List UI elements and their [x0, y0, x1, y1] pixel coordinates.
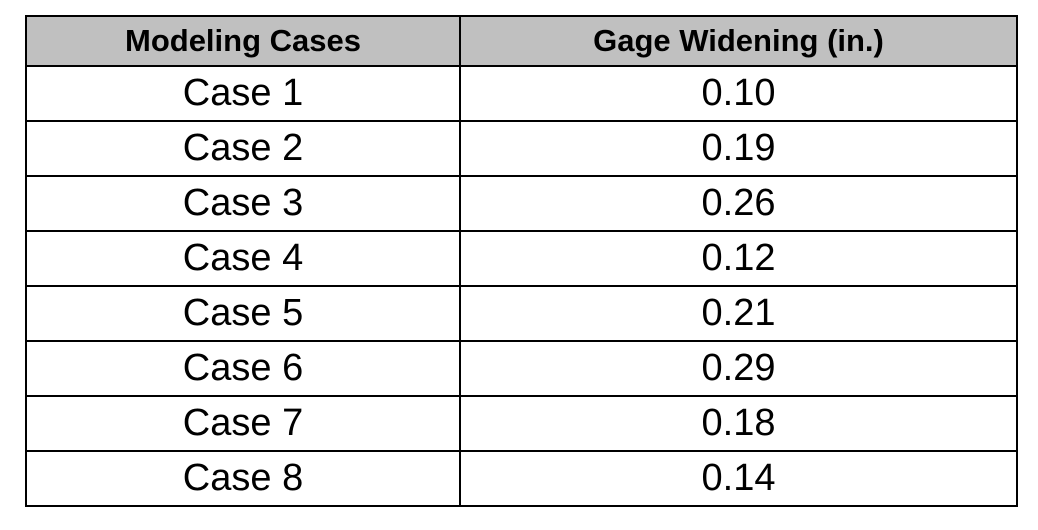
gage-widening-table: Modeling Cases Gage Widening (in.) Case … — [25, 15, 1018, 507]
gage-widening-value-cell: 0.29 — [459, 340, 1018, 397]
case-name-cell: Case 3 — [25, 175, 461, 232]
case-name-cell: Case 5 — [25, 285, 461, 342]
table-header-row: Modeling Cases Gage Widening (in.) — [25, 15, 1018, 67]
table-row: Case 6 0.29 — [25, 340, 1018, 397]
gage-widening-value-cell: 0.10 — [459, 65, 1018, 122]
table-row: Case 7 0.18 — [25, 395, 1018, 452]
table-row: Case 8 0.14 — [25, 450, 1018, 507]
case-name-cell: Case 7 — [25, 395, 461, 452]
case-name-cell: Case 6 — [25, 340, 461, 397]
table-row: Case 2 0.19 — [25, 120, 1018, 177]
gage-widening-value-cell: 0.21 — [459, 285, 1018, 342]
case-name-cell: Case 4 — [25, 230, 461, 287]
gage-widening-value-cell: 0.18 — [459, 395, 1018, 452]
gage-widening-value-cell: 0.14 — [459, 450, 1018, 507]
gage-widening-value-cell: 0.26 — [459, 175, 1018, 232]
case-name-cell: Case 2 — [25, 120, 461, 177]
header-modeling-cases: Modeling Cases — [25, 15, 461, 67]
case-name-cell: Case 8 — [25, 450, 461, 507]
gage-widening-value-cell: 0.12 — [459, 230, 1018, 287]
table-row: Case 3 0.26 — [25, 175, 1018, 232]
table-row: Case 1 0.10 — [25, 65, 1018, 122]
header-gage-widening: Gage Widening (in.) — [459, 15, 1018, 67]
case-name-cell: Case 1 — [25, 65, 461, 122]
gage-widening-value-cell: 0.19 — [459, 120, 1018, 177]
table-row: Case 5 0.21 — [25, 285, 1018, 342]
table-row: Case 4 0.12 — [25, 230, 1018, 287]
